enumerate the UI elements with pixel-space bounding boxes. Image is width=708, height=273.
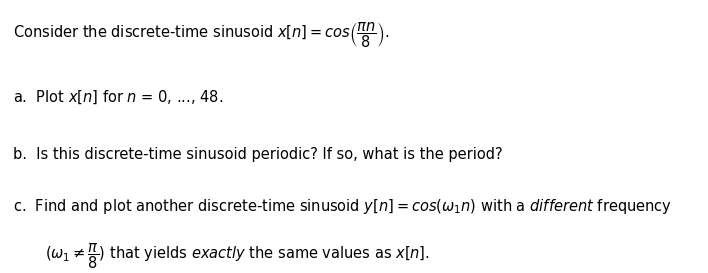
Text: b.  Is this discrete-time sinusoid periodic? If so, what is the period?: b. Is this discrete-time sinusoid period…: [13, 147, 503, 162]
Text: a.  Plot $x[n]$ for $n$ = 0, ..., 48.: a. Plot $x[n]$ for $n$ = 0, ..., 48.: [13, 88, 223, 106]
Text: Consider the discrete-time sinusoid $x[n] = cos\left(\dfrac{\pi n}{8}\right)$.: Consider the discrete-time sinusoid $x[n…: [13, 21, 389, 50]
Text: $(\omega_1 \neq \dfrac{\pi}{8})$ that yields $\mathit{exactly}$ the same values : $(\omega_1 \neq \dfrac{\pi}{8})$ that yi…: [45, 242, 430, 271]
Text: c.  Find and plot another discrete-time sinusoid $y[n] = cos(\omega_1 n)$ with a: c. Find and plot another discrete-time s…: [13, 197, 672, 216]
